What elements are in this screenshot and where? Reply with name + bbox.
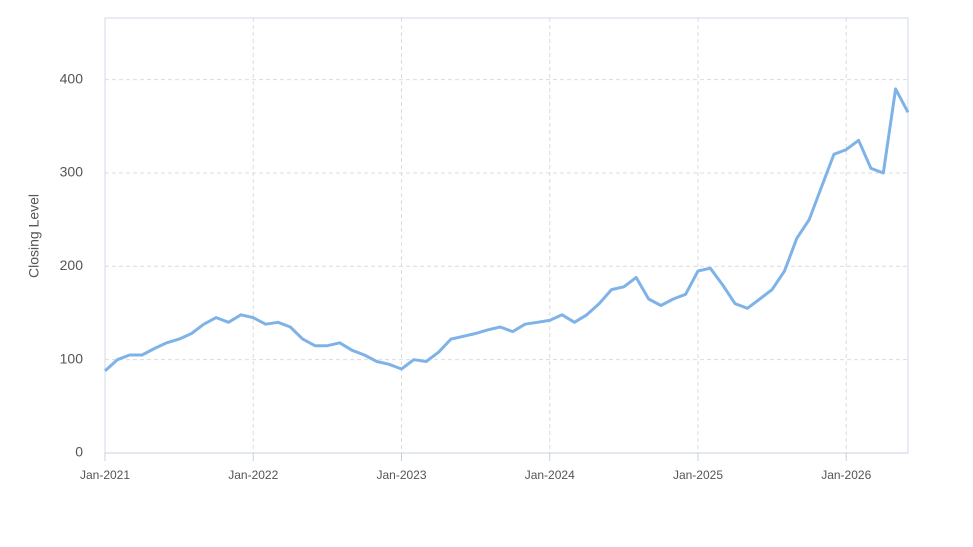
x-tick-label: Jan-2024 <box>525 468 575 482</box>
y-tick-label: 200 <box>60 257 84 273</box>
x-tick-label: Jan-2021 <box>80 468 130 482</box>
y-axis-label: Closing Level <box>26 194 42 278</box>
plot-frame <box>104 17 909 454</box>
y-tick-label: 100 <box>60 350 84 366</box>
x-tick-label: Jan-2026 <box>821 468 871 482</box>
y-tick-label: 300 <box>60 164 84 180</box>
x-tick-label: Jan-2025 <box>673 468 723 482</box>
y-tick-label: 0 <box>75 444 83 460</box>
line <box>103 87 910 373</box>
x-tick-label: Jan-2023 <box>376 468 426 482</box>
y-tick-label: 400 <box>60 70 84 86</box>
x-tick-label: Jan-2022 <box>228 468 278 482</box>
